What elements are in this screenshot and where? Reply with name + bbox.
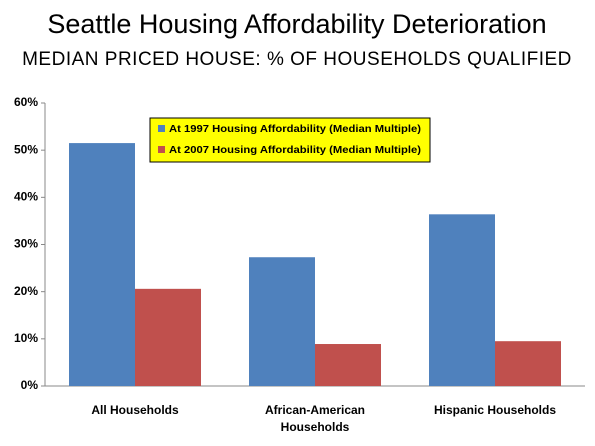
- y-tick-label: 40%: [14, 190, 38, 204]
- bar: [429, 214, 495, 386]
- bar: [315, 344, 381, 386]
- chart-subtitle: MEDIAN PRICED HOUSE: % OF HOUSEHOLDS QUA…: [22, 49, 572, 70]
- x-tick-label: African-American Households: [264, 403, 366, 434]
- legend-box: [149, 117, 431, 163]
- legend-swatch: [158, 125, 165, 132]
- y-tick-label: 30%: [14, 237, 38, 251]
- y-tick-label: 60%: [14, 95, 38, 109]
- y-tick-label: 50%: [14, 142, 38, 156]
- x-tick-label: Hispanic Households: [433, 403, 557, 417]
- y-tick-label: 20%: [14, 284, 38, 298]
- chart-title: Seattle Housing Affordability Deteriorat…: [47, 9, 546, 39]
- bar: [495, 341, 561, 386]
- bar: [249, 257, 315, 386]
- y-tick-label: 0%: [21, 378, 39, 392]
- legend-label: At 2007 Housing Affordability (Median Mu…: [169, 144, 421, 156]
- bar: [69, 143, 135, 386]
- legend-label: At 1997 Housing Affordability (Median Mu…: [169, 123, 421, 135]
- legend-swatch: [158, 146, 165, 153]
- x-tick-label: All Households: [91, 403, 179, 417]
- bar: [135, 288, 201, 386]
- y-tick-label: 10%: [14, 331, 38, 345]
